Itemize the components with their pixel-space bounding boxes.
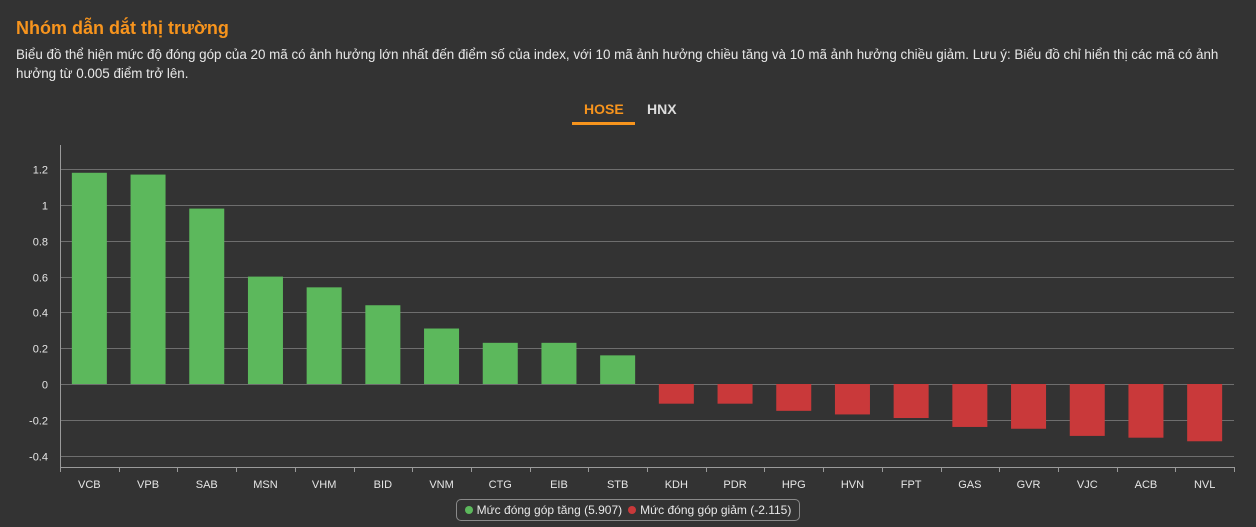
bar-msn[interactable] (247, 276, 283, 384)
legend-up-dot (464, 506, 473, 514)
x-tick-label: GVR (1017, 479, 1041, 491)
x-tick-label: HVN (841, 479, 864, 491)
bar-stb[interactable] (600, 355, 636, 384)
x-tick-label: HPG (782, 479, 806, 491)
bar-fpt[interactable] (893, 384, 929, 419)
bar-vjc[interactable] (1069, 384, 1105, 436)
x-tick-label: FPT (901, 479, 922, 491)
y-tick-label: -0.2 (29, 416, 48, 428)
chart-description: Biểu đồ thể hiện mức độ đóng góp của 20 … (16, 47, 1219, 81)
legend-down-dot (628, 506, 637, 514)
x-tick-label: MSN (253, 479, 278, 491)
x-tick-label: VNM (429, 479, 453, 491)
bar-kdh[interactable] (658, 384, 694, 404)
exchange-tabs: HOSE HNX (572, 99, 689, 127)
bar-ctg[interactable] (482, 342, 518, 384)
bar-sab[interactable] (189, 208, 225, 384)
x-tick-label: GAS (958, 479, 981, 491)
x-tick-label: SAB (196, 479, 218, 491)
legend-item-down[interactable]: Mức đóng góp giảm (-2.115) (628, 503, 791, 517)
x-tick-label: NVL (1194, 479, 1215, 491)
legend-item-up[interactable]: Mức đóng góp tăng (5.907) (464, 503, 623, 517)
bar-acb[interactable] (1128, 384, 1164, 438)
bar-hvn[interactable] (834, 384, 870, 415)
bar-vhm[interactable] (306, 287, 342, 384)
x-tick-label: VJC (1077, 479, 1098, 491)
x-tick-label: STB (607, 479, 628, 491)
page-title: Nhóm dẫn dắt thị trường (16, 18, 229, 38)
bar-vpb[interactable] (130, 174, 166, 384)
bar-eib[interactable] (541, 342, 577, 384)
x-tick-label: KDH (665, 479, 688, 491)
tab-hnx[interactable]: HNX (647, 101, 677, 117)
bar-vnm[interactable] (424, 328, 460, 384)
bar-bid[interactable] (365, 305, 401, 384)
y-tick-label: 0 (42, 380, 48, 392)
y-tick-label: 1 (42, 201, 48, 213)
y-tick-label: 1.2 (33, 165, 48, 177)
bar-nvl[interactable] (1187, 384, 1223, 442)
bar-gvr[interactable] (1011, 384, 1047, 429)
x-tick-label: VHM (312, 479, 336, 491)
bar-gas[interactable] (952, 384, 988, 427)
bar-pdr[interactable] (717, 384, 753, 404)
y-tick-label: 0.8 (33, 237, 48, 249)
legend-down-label: Mức đóng góp giảm (-2.115) (640, 503, 792, 517)
x-tick-label: VPB (137, 479, 159, 491)
y-tick-label: -0.4 (29, 452, 48, 464)
bar-vcb[interactable] (71, 172, 107, 384)
x-tick-label: ACB (1135, 479, 1158, 491)
x-tick-label: EIB (550, 479, 568, 491)
y-tick-label: 0.2 (33, 344, 48, 356)
legend-up-label: Mức đóng góp tăng (5.907) (476, 503, 623, 517)
x-tick-label: VCB (78, 479, 101, 491)
x-tick-label: BID (374, 479, 392, 491)
y-tick-label: 0.4 (33, 308, 48, 320)
bar-hpg[interactable] (776, 384, 812, 411)
tab-hose[interactable]: HOSE (572, 99, 635, 125)
y-tick-label: 0.6 (33, 273, 48, 285)
x-tick-label: PDR (723, 479, 746, 491)
chart-legend: Mức đóng góp tăng (5.907) Mức đóng góp g… (456, 499, 800, 521)
x-tick-label: CTG (489, 479, 512, 491)
